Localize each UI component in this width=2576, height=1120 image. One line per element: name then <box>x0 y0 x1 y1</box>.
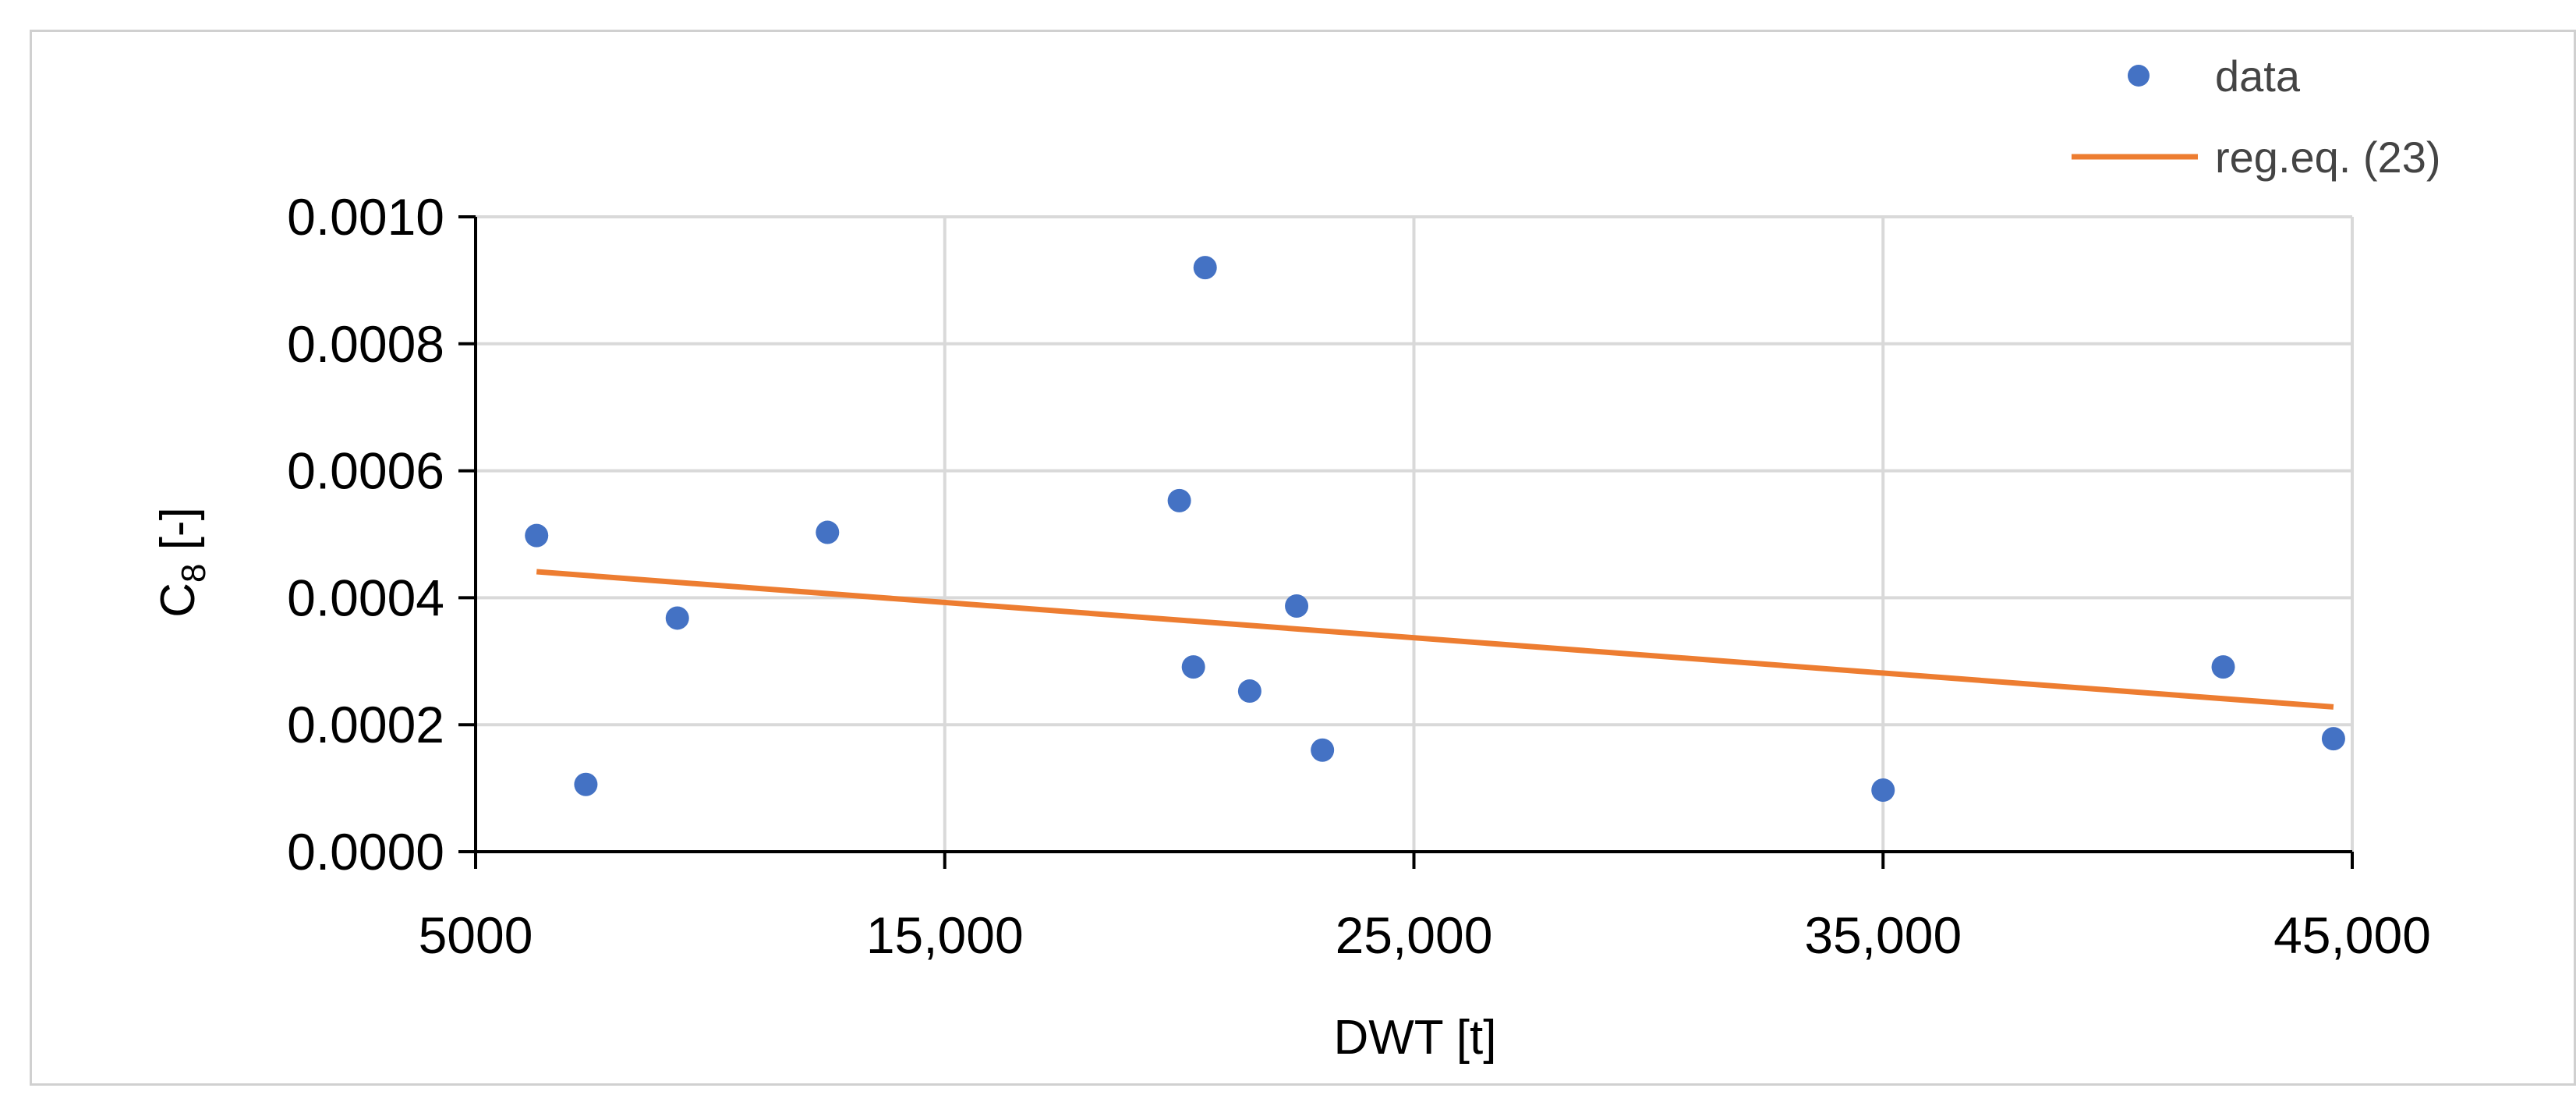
data-point <box>525 523 549 548</box>
axes <box>458 215 2354 869</box>
svg-text:C8 [-]: C8 [-] <box>151 507 213 618</box>
data-point <box>1285 594 1309 618</box>
scatter-chart: 0.0000 0.0002 0.0004 0.0006 0.0008 0.0010 500… <box>151 51 2441 1065</box>
y-tick-labels: 0.0000 0.0002 0.0004 0.0006 0.0008 0.0010 <box>287 188 444 881</box>
x-tick-label: 45,000 <box>2273 906 2431 964</box>
x-tick-label: 5000 <box>419 906 533 964</box>
data-point <box>574 772 598 796</box>
legend-data-marker <box>2128 65 2150 87</box>
regression-series <box>536 569 2334 710</box>
data-point <box>1871 778 1895 803</box>
y-axis-title-subscript: 8 <box>175 564 213 583</box>
y-tick-label: 0.0004 <box>287 569 444 626</box>
x-tick-labels: 5000 15,000 25,000 35,000 45,000 <box>419 906 2431 964</box>
data-point <box>665 606 689 630</box>
regression-line <box>536 569 2334 710</box>
data-point <box>1167 488 1191 512</box>
data-point <box>2211 655 2235 679</box>
legend-data-label: data <box>2215 51 2301 101</box>
y-axis-title: C8 [-] <box>151 507 213 618</box>
x-tick-label: 35,000 <box>1804 906 1962 964</box>
chart-frame: 0.0000 0.0002 0.0004 0.0006 0.0008 0.0010 500… <box>30 30 2576 1086</box>
y-tick-label: 0.0002 <box>287 696 444 753</box>
data-point <box>1311 738 1335 762</box>
data-point <box>1237 679 1261 704</box>
data-series <box>525 256 2345 803</box>
y-axis-title-main: C <box>151 583 205 618</box>
y-tick-label: 0.0010 <box>287 188 444 246</box>
x-axis-title: DWT [t] <box>1334 1011 1497 1065</box>
legend: data reg.eq. (23) <box>2072 51 2441 182</box>
grid-lines <box>476 215 2354 852</box>
data-point <box>816 520 840 544</box>
data-point <box>1193 256 1217 280</box>
y-tick-label: 0.0008 <box>287 315 444 373</box>
y-tick-label: 0.0006 <box>287 442 444 500</box>
data-point <box>2321 727 2345 751</box>
y-axis-title-suffix: [-] <box>151 507 205 563</box>
data-point <box>1181 655 1205 679</box>
y-tick-label: 0.0000 <box>287 823 444 881</box>
x-tick-label: 25,000 <box>1336 906 1493 964</box>
legend-regression-label: reg.eq. (23) <box>2215 133 2441 182</box>
x-tick-label: 15,000 <box>866 906 1024 964</box>
